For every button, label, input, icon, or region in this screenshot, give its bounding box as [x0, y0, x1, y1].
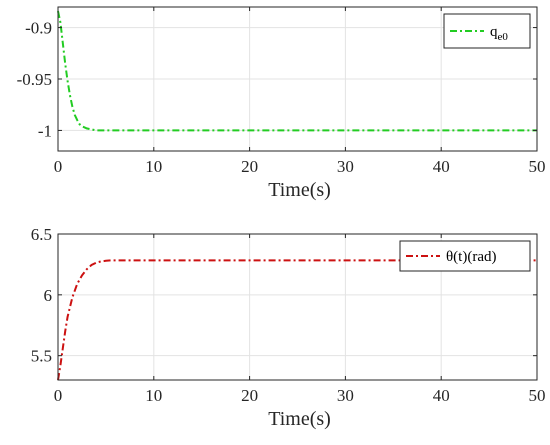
x-tick-label: 0 [54, 386, 63, 405]
x-tick-label: 20 [241, 157, 258, 176]
x-tick-label: 50 [529, 157, 546, 176]
x-tick-label: 40 [433, 386, 450, 405]
y-tick-label: -0.95 [17, 70, 52, 89]
x-axis-label: Time(s) [268, 179, 331, 201]
x-tick-label: 10 [145, 157, 162, 176]
x-tick-label: 20 [241, 386, 258, 405]
legend-box [443, 13, 531, 49]
legend: qe0 [443, 13, 531, 49]
x-tick-label: 30 [337, 386, 354, 405]
legend-label-subscript: e0 [498, 31, 509, 43]
y-tick-label: -0.9 [25, 19, 52, 38]
axes-frame [57, 233, 538, 381]
series-line-1 [57, 259, 537, 381]
y-tick-label: 6.5 [31, 225, 52, 244]
chart-1: 0 10 20 30 40 50 -1 -0.95 -0.9 Time(s) qe0 [17, 6, 546, 201]
y-tick-label: 5.5 [31, 347, 52, 366]
x-axis-label: Time(s) [268, 408, 331, 430]
legend: θ(t)(rad) [399, 240, 531, 272]
y-tick-label: -1 [38, 121, 52, 140]
x-tick-label: 10 [145, 386, 162, 405]
y-tick-label: 6 [44, 286, 53, 305]
x-tick-label: 50 [529, 386, 546, 405]
x-tick-label: 30 [337, 157, 354, 176]
series-line-1 [57, 10, 537, 132]
x-tick-label: 0 [54, 157, 63, 176]
chart-2: 0 10 20 30 40 50 5.5 6 6.5 Time(s) θ(t)(rad) [31, 225, 546, 430]
legend-label: θ(t)(rad) [446, 249, 497, 265]
x-tick-label: 40 [433, 157, 450, 176]
